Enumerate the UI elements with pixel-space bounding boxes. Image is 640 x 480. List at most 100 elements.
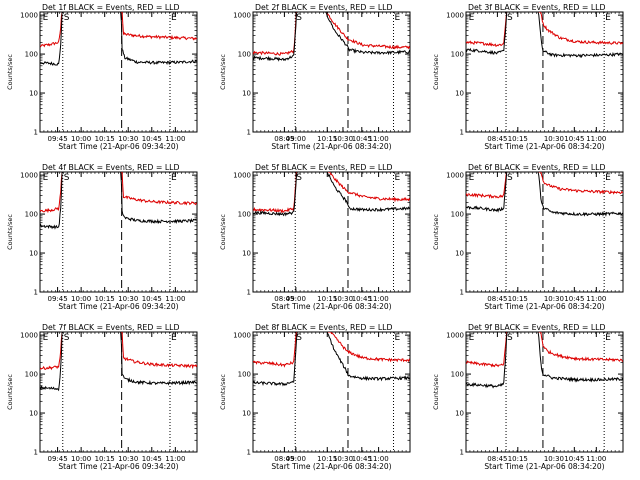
y-tick-label: 1000	[446, 172, 464, 180]
y-tick-label: 1000	[233, 12, 251, 20]
x-tick-label: 08:45	[274, 295, 294, 303]
y-tick-label: 100	[25, 371, 38, 379]
x-axis-label: Start Time (21-Apr-06 08:34:20)	[271, 462, 391, 471]
event-marker-E: E	[469, 333, 475, 343]
x-tick-label: 10:00	[71, 295, 91, 303]
x-tick-label: 10:45	[564, 295, 584, 303]
series-lld-line	[253, 172, 410, 214]
plot-title: Det 8f BLACK = Events, RED = LLD	[255, 323, 393, 332]
y-axis-label: Counts/sec	[219, 374, 227, 410]
series-lld-line	[40, 12, 197, 48]
x-axis-label: Start Time (21-Apr-06 08:34:20)	[484, 462, 604, 471]
series-lld-line	[466, 12, 623, 48]
y-tick-label: 100	[238, 51, 251, 59]
x-tick-label: 09:00	[286, 455, 306, 463]
event-marker-E: E	[605, 13, 611, 23]
series-lld-line	[40, 332, 197, 371]
series-group	[40, 172, 197, 230]
x-tick-label: 11:00	[369, 295, 389, 303]
event-marker-E: E	[395, 173, 401, 183]
x-tick-label: 10:45	[142, 295, 162, 303]
y-tick-label: 1000	[20, 332, 38, 340]
y-tick-label: 1000	[446, 332, 464, 340]
panel-det-7f: Det 7f BLACK = Events, RED = LLD 1 10 100 10…	[6, 323, 198, 471]
plot-title: Det 1f BLACK = Events, RED = LLD	[42, 3, 180, 12]
event-marker-E: E	[171, 13, 177, 23]
x-tick-label: 10:30	[333, 295, 353, 303]
event-marker-S: S	[296, 173, 302, 183]
series-group	[253, 332, 410, 387]
y-tick-label: 1	[460, 449, 464, 457]
event-marker-S: S	[507, 173, 513, 183]
y-tick-label: 100	[25, 51, 38, 59]
event-marker-E: E	[395, 333, 401, 343]
y-tick-label: 1	[460, 129, 464, 137]
series-events-line	[253, 12, 410, 62]
y-tick-label: 1	[460, 289, 464, 297]
x-tick-label: 10:30	[544, 455, 564, 463]
x-tick-label: 10:45	[142, 455, 162, 463]
x-tick-label: 11:00	[586, 295, 606, 303]
x-tick-label: 11:00	[586, 455, 606, 463]
panel-det-5f: Det 5f BLACK = Events, RED = LLD 1 10 100 10…	[219, 163, 411, 311]
plot-title: Det 7f BLACK = Events, RED = LLD	[42, 323, 180, 332]
y-tick-label: 100	[238, 371, 251, 379]
x-tick-label: 10:15	[95, 455, 115, 463]
y-tick-label: 10	[455, 90, 464, 98]
x-tick-label: 08:45	[487, 135, 507, 143]
plot-title: Det 6f BLACK = Events, RED = LLD	[468, 163, 606, 172]
y-tick-label: 10	[29, 90, 38, 98]
series-group	[253, 12, 410, 62]
x-tick-label: 10:15	[508, 295, 528, 303]
series-events-line	[466, 332, 623, 389]
x-axis: 09:45 10:00 10:15 10:30 10:45 11:00	[39, 332, 194, 463]
series-lld-line	[253, 332, 410, 368]
x-tick-label: 10:45	[564, 455, 584, 463]
x-tick-label: 10:30	[118, 295, 138, 303]
series-group	[40, 332, 197, 392]
event-marker-S: S	[507, 13, 513, 23]
y-tick-label: 10	[242, 250, 251, 258]
x-tick-label: 09:00	[286, 135, 306, 143]
x-axis: 08:45 10:15 10:30 10:45 11:00	[465, 12, 620, 143]
x-tick-label: 10:30	[333, 135, 353, 143]
panel-det-9f: Det 9f BLACK = Events, RED = LLD 1 10 100 10…	[432, 323, 624, 471]
x-axis: 08:45 10:15 10:30 10:45 11:00	[465, 172, 620, 303]
y-tick-label: 10	[29, 410, 38, 418]
panel-det-8f: Det 8f BLACK = Events, RED = LLD 1 10 100 10…	[219, 323, 411, 471]
x-axis: 09:45 10:00 10:15 10:30 10:45 11:00	[39, 172, 194, 303]
series-lld-line	[253, 12, 410, 56]
y-tick-label: 1000	[233, 172, 251, 180]
y-tick-label: 100	[451, 51, 464, 59]
y-tick-label: 1000	[233, 332, 251, 340]
event-marker-E: E	[171, 333, 177, 343]
series-events-line	[40, 12, 197, 66]
panel-det-4f: Det 4f BLACK = Events, RED = LLD 1 10 100 10…	[6, 163, 198, 311]
x-tick-label: 09:45	[47, 455, 67, 463]
x-axis-label: Start Time (21-Apr-06 09:34:20)	[58, 142, 178, 151]
event-marker-E: E	[43, 173, 49, 183]
event-marker-E: E	[605, 173, 611, 183]
panel-det-1f: Det 1f BLACK = Events, RED = LLD 1 10 100 10…	[6, 3, 198, 151]
plot-title: Det 2f BLACK = Events, RED = LLD	[255, 3, 393, 12]
x-axis-label: Start Time (21-Apr-06 09:34:20)	[58, 302, 178, 311]
event-marker-S: S	[296, 13, 302, 23]
y-axis-label: Counts/sec	[219, 54, 227, 90]
y-axis: 1 10 100 1000	[20, 12, 197, 137]
x-tick-label: 10:30	[544, 135, 564, 143]
event-marker-S: S	[64, 13, 70, 23]
x-tick-label: 10:45	[352, 295, 372, 303]
x-tick-label: 08:45	[274, 455, 294, 463]
series-group	[466, 172, 623, 217]
x-tick-label: 10:15	[95, 135, 115, 143]
x-tick-label: 10:15	[508, 455, 528, 463]
y-tick-label: 10	[29, 250, 38, 258]
series-events-line	[40, 172, 197, 230]
series-lld-line	[40, 172, 197, 214]
event-marker-S: S	[296, 333, 302, 343]
y-axis: 1 10 100 1000	[233, 172, 410, 297]
x-axis-label: Start Time (21-Apr-06 08:34:20)	[484, 302, 604, 311]
series-group	[40, 12, 197, 66]
